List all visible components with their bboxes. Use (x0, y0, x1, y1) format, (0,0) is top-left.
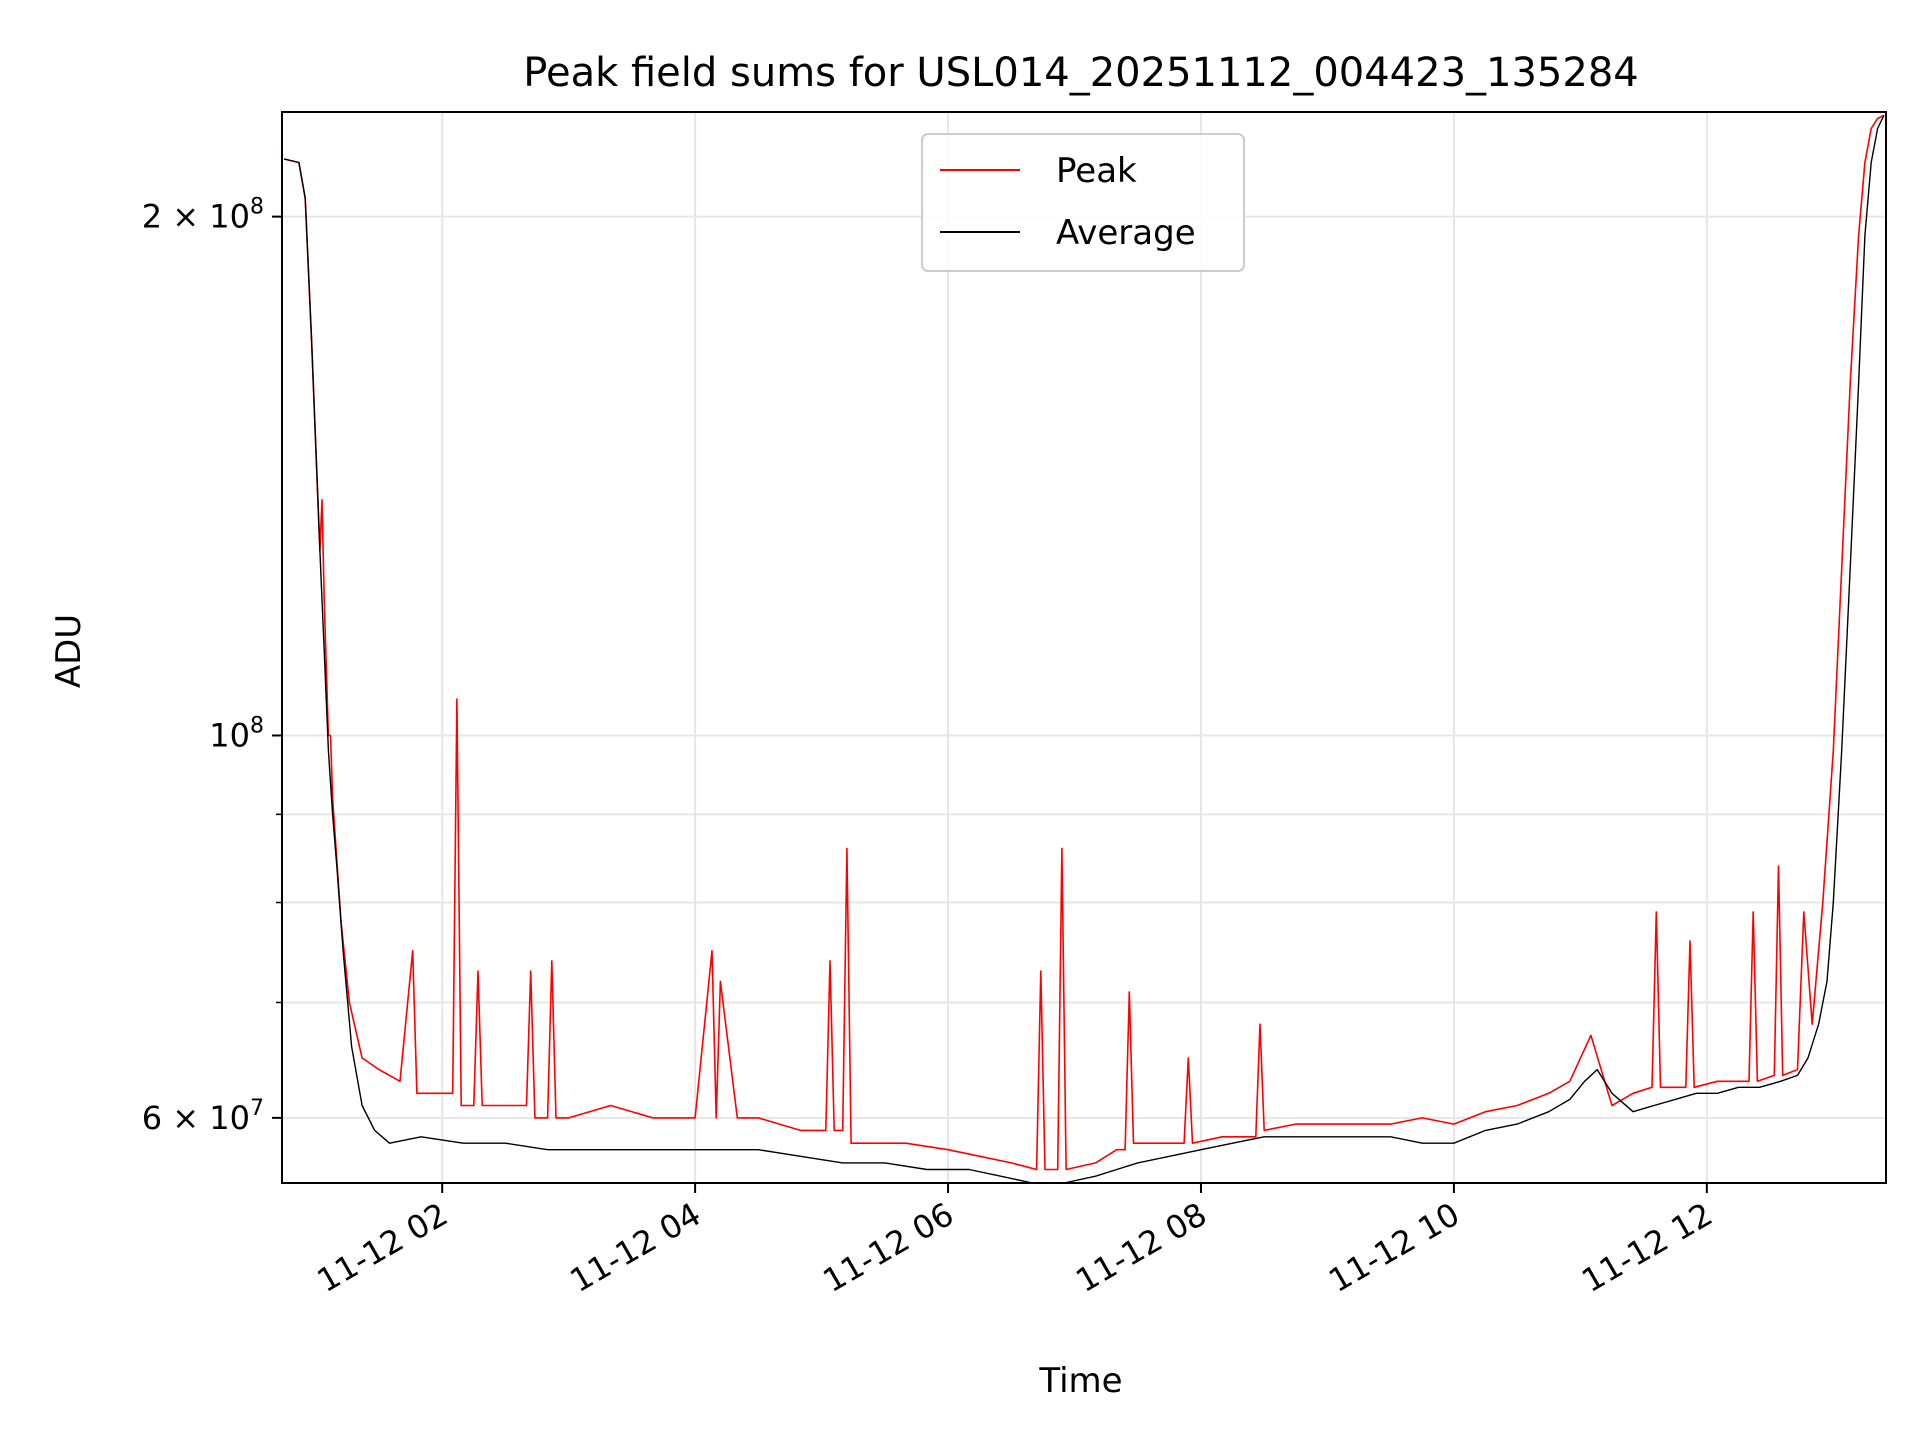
series-line-peak (283, 114, 1885, 1171)
series-layer (283, 114, 1885, 1184)
y-tick-label: 2 × 108 (142, 195, 264, 236)
plot-frame (281, 111, 1887, 1184)
legend: Peak Average (921, 133, 1245, 272)
chart-title: Peak field sums for USL014_20251112_0044… (523, 50, 1638, 96)
series-line-average (283, 114, 1885, 1184)
legend-label-peak: Peak (1056, 151, 1137, 191)
legend-label-average: Average (1056, 213, 1196, 253)
grid (282, 112, 1886, 1183)
y-axis-title: ADU (49, 614, 89, 688)
legend-box (921, 133, 1245, 272)
y-tick-label: 6 × 107 (142, 1096, 264, 1137)
y-tick-label: 108 (209, 713, 264, 754)
x-axis-title: Time (1038, 1361, 1122, 1401)
